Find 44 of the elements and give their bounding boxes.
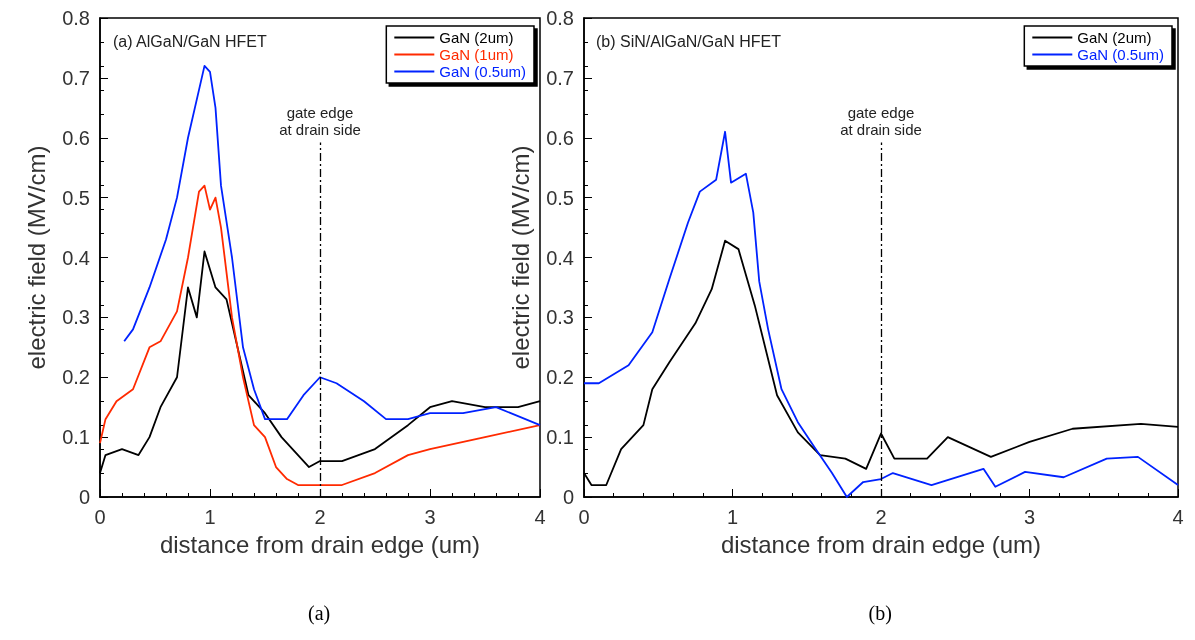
ref-line-label: gate edge at drain side (279, 103, 361, 138)
y-tick-label: 0.7 (546, 66, 574, 89)
y-tick-label: 0.2 (546, 366, 574, 389)
line-series (123, 65, 541, 427)
y-tick-label: 0.8 (62, 7, 90, 29)
x-axis-title: distance from drain edge (um) (159, 530, 481, 558)
y-tick-label: 0.4 (546, 246, 574, 269)
x-tick-label: 1 (726, 506, 739, 528)
legend-label: GaN (0.5um) (439, 63, 527, 80)
legend-label: GaN (1um) (439, 46, 514, 63)
y-tick-label: 0 (562, 486, 574, 508)
y-tick-label: 0.6 (62, 126, 90, 149)
y-tick-label: 0.7 (62, 66, 90, 89)
y-tick-label: 0.1 (62, 426, 90, 449)
y-tick-label: 0 (78, 486, 90, 508)
x-tick-label: 4 (534, 506, 546, 528)
x-axis-title: distance from drain edge (um) (720, 530, 1042, 558)
legend-label: GaN (2um) (1077, 29, 1152, 46)
y-tick-label: 0.5 (546, 186, 574, 209)
x-tick-label: 0 (578, 506, 590, 528)
text: (b) SiN/AlGaN/GaN HFET (596, 32, 782, 50)
x-tick-label: 3 (1023, 506, 1036, 528)
text: (a) AlGaN/GaN HFET (113, 32, 268, 50)
y-tick-label: 0.1 (546, 426, 574, 449)
y-tick-label: 0.3 (546, 306, 574, 329)
y-tick-label: 0.6 (546, 126, 574, 149)
y-tick-label: 0.8 (546, 7, 574, 29)
ref-line-label: gate edge at drain side (840, 103, 922, 138)
x-tick-label: 2 (314, 506, 326, 528)
text: (a) (308, 602, 331, 625)
x-tick-label: 3 (424, 506, 436, 528)
x-tick-label: 4 (1172, 506, 1184, 528)
x-tick-label: 0 (94, 506, 106, 528)
y-tick-label: 0.3 (62, 306, 90, 329)
y-tick-label: 0.2 (62, 366, 90, 389)
x-tick-label: 2 (875, 506, 887, 528)
y-tick-label: 0.4 (62, 246, 90, 269)
legend-label: GaN (0.5um) (1077, 46, 1165, 63)
y-axis-title: electric field (MV/cm) (506, 145, 534, 370)
y-axis-title: electric field (MV/cm) (22, 145, 50, 370)
text: (b) (868, 602, 892, 625)
x-tick-label: 1 (204, 506, 216, 528)
y-tick-label: 0.5 (62, 186, 90, 209)
legend-label: GaN (2um) (439, 29, 514, 46)
